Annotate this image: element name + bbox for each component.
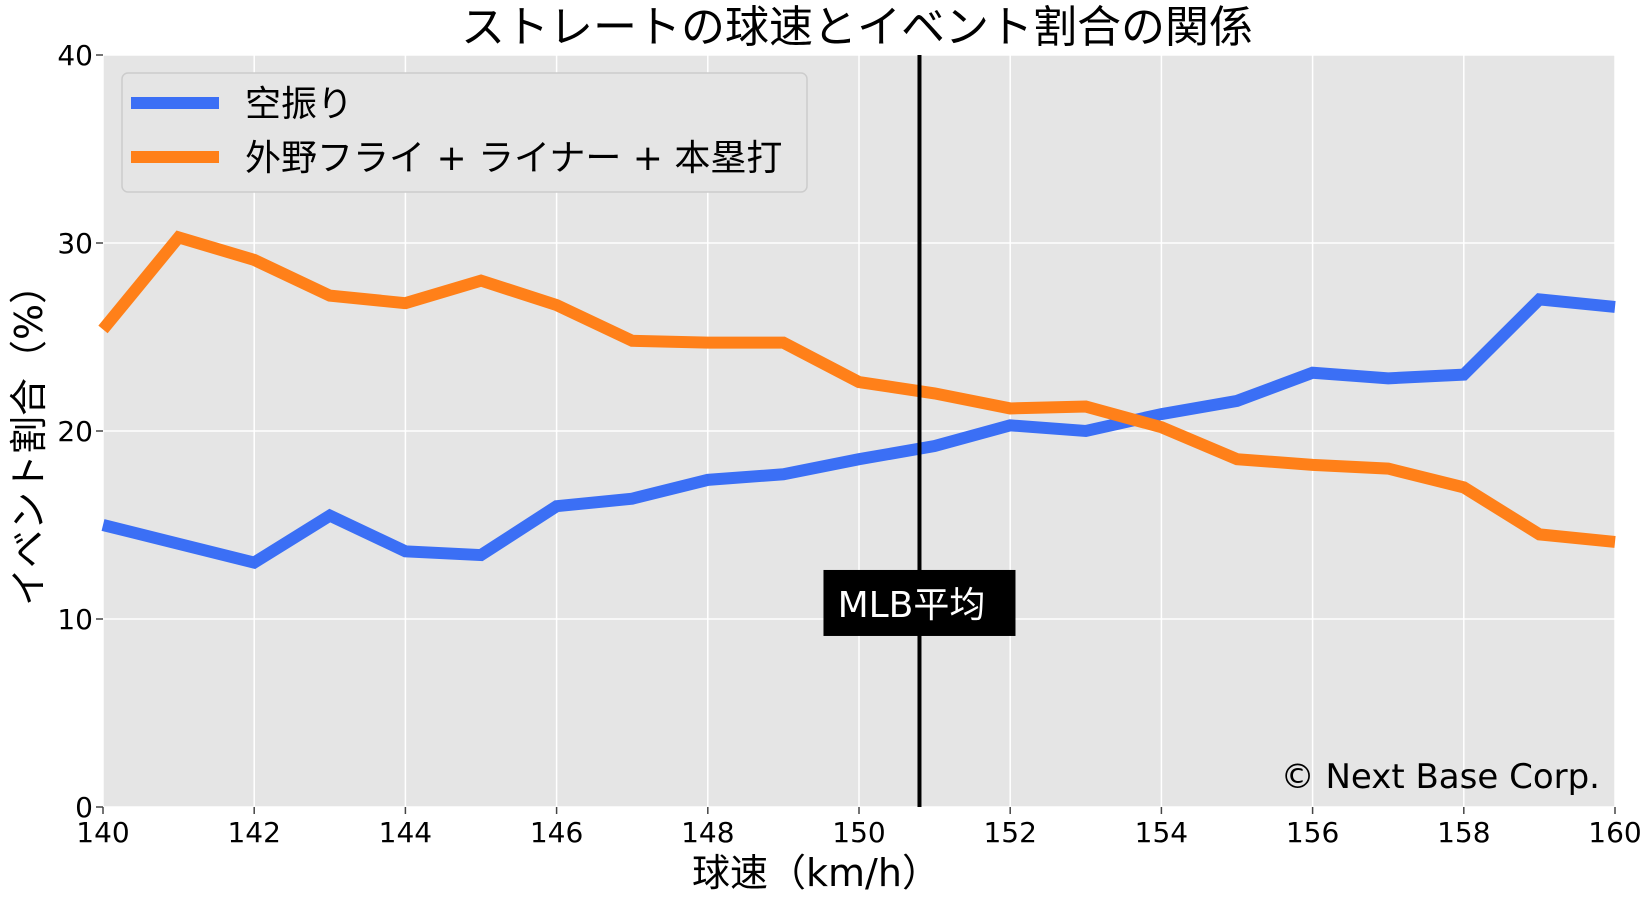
legend-box [121,72,808,193]
x-tick-label: 158 [1437,816,1490,849]
y-tick-label: 40 [57,39,93,72]
legend-label-1: 空振り [245,84,353,125]
x-tick-label: 152 [983,816,1036,849]
axis-ticks: 140 142 144 146 148 150 152 154 156 158 160 0 10 20 30… [57,39,1641,849]
series-line-1 [101,293,1616,570]
x-tick-label: 150 [832,816,885,849]
mlb-average-label-box [823,569,1016,636]
chart-title: ストレートの球速とイベント割合の関係 [461,2,1253,53]
y-tick-label: 30 [57,227,93,260]
annotations: MLB平均 [823,55,1016,807]
y-axis-label: イベント割合（%） [7,266,51,606]
series-lines [98,230,1616,570]
x-tick-label: 146 [530,816,583,849]
y-tick-label: 0 [75,791,93,824]
x-tick-label: 148 [681,816,734,849]
credit-text: © Next Base Corp. [1281,757,1600,797]
x-tick-label: 142 [227,816,280,849]
x-tick-label: 144 [379,816,432,849]
mlb-average-label: MLB平均 [838,585,986,626]
y-tick-label: 20 [57,415,93,448]
x-tick-label: 154 [1135,816,1188,849]
x-tick-label: 156 [1286,816,1339,849]
legend-label-2: 外野フライ + ライナー + 本塁打 [245,138,782,179]
x-axis-label: 球速（km/h） [692,851,940,895]
x-tick-label: 160 [1588,816,1641,849]
x-tick-label: 140 [76,816,129,849]
series-line-2 [98,230,1616,548]
y-tick-label: 10 [57,603,93,636]
